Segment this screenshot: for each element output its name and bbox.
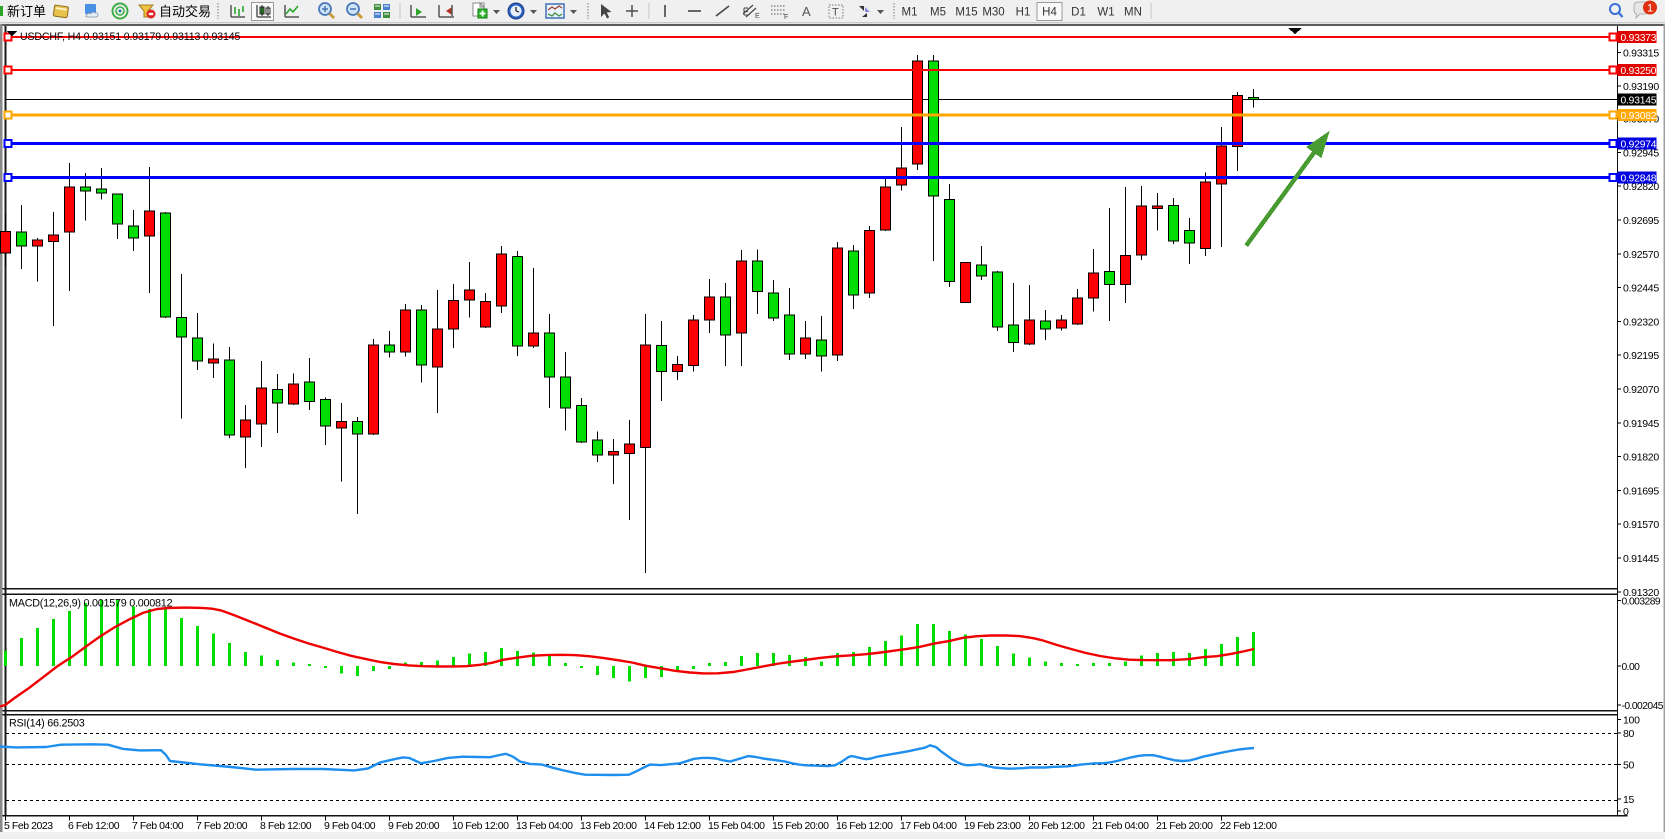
svg-text:80: 80: [1623, 728, 1635, 740]
svg-text:F: F: [784, 14, 788, 21]
svg-text:0.93315: 0.93315: [1623, 47, 1659, 59]
svg-text:0.93373: 0.93373: [1621, 33, 1657, 44]
svg-text:0.92070: 0.92070: [1623, 384, 1659, 396]
svg-text:USDCHF, H4 0.93151 0.93179 0.: USDCHF, H4 0.93151 0.93179 0.93113 0.931…: [20, 31, 241, 43]
svg-text:13 Feb 04:00: 13 Feb 04:00: [516, 820, 573, 832]
svg-text:5 Feb 2023: 5 Feb 2023: [4, 820, 53, 832]
svg-text:M30: M30: [982, 7, 1004, 19]
svg-text:0.92945: 0.92945: [1623, 147, 1659, 159]
svg-text:9 Feb 20:00: 9 Feb 20:00: [388, 820, 440, 832]
svg-text:E: E: [755, 13, 760, 20]
svg-text:0.93145: 0.93145: [1621, 96, 1657, 107]
svg-text:100: 100: [1623, 715, 1640, 727]
svg-text:0.92570: 0.92570: [1623, 249, 1659, 261]
svg-text:0.91820: 0.91820: [1623, 452, 1659, 464]
svg-text:H1: H1: [1016, 7, 1031, 19]
svg-text:20 Feb 12:00: 20 Feb 12:00: [1028, 820, 1085, 832]
svg-text:0.92320: 0.92320: [1623, 316, 1659, 328]
svg-text:13 Feb 20:00: 13 Feb 20:00: [580, 820, 637, 832]
svg-text:T: T: [832, 7, 839, 19]
svg-text:15 Feb 20:00: 15 Feb 20:00: [772, 820, 829, 832]
svg-text:A: A: [802, 4, 811, 19]
svg-text:0.91945: 0.91945: [1623, 418, 1659, 430]
svg-text:0.00: 0.00: [1622, 662, 1641, 673]
svg-text:50: 50: [1623, 760, 1635, 772]
svg-text:MN: MN: [1124, 7, 1142, 19]
svg-text:22 Feb 12:00: 22 Feb 12:00: [1220, 820, 1277, 832]
svg-text:19 Feb 23:00: 19 Feb 23:00: [964, 820, 1021, 832]
svg-text:0.91445: 0.91445: [1623, 553, 1659, 565]
svg-text:M5: M5: [930, 7, 946, 19]
svg-text:0.92695: 0.92695: [1623, 215, 1659, 227]
svg-text:7 Feb 04:00: 7 Feb 04:00: [132, 820, 184, 832]
svg-text:14 Feb 12:00: 14 Feb 12:00: [644, 820, 701, 832]
svg-text:6 Feb 12:00: 6 Feb 12:00: [68, 820, 120, 832]
svg-text:0.92445: 0.92445: [1623, 283, 1659, 295]
svg-text:0.93250: 0.93250: [1621, 66, 1657, 77]
svg-text:0.91320: 0.91320: [1623, 587, 1659, 599]
svg-text:21 Feb 20:00: 21 Feb 20:00: [1156, 820, 1213, 832]
svg-text:21 Feb 04:00: 21 Feb 04:00: [1092, 820, 1149, 832]
svg-text:自动交易: 自动交易: [159, 4, 211, 19]
svg-text:0.92820: 0.92820: [1623, 181, 1659, 193]
svg-text:0.92974: 0.92974: [1621, 140, 1657, 151]
svg-text:0.93190: 0.93190: [1623, 81, 1659, 93]
svg-text:M15: M15: [955, 7, 977, 19]
svg-text:15 Feb 04:00: 15 Feb 04:00: [708, 820, 765, 832]
svg-text:7 Feb 20:00: 7 Feb 20:00: [196, 820, 248, 832]
svg-text:10 Feb 12:00: 10 Feb 12:00: [452, 820, 509, 832]
svg-text:D1: D1: [1071, 7, 1086, 19]
svg-text:新订单: 新订单: [7, 4, 46, 19]
svg-text:RSI(14) 66.2503: RSI(14) 66.2503: [9, 718, 85, 730]
svg-text:0.92195: 0.92195: [1623, 350, 1659, 362]
svg-text:-0.002045: -0.002045: [1622, 701, 1664, 712]
svg-text:1: 1: [1647, 3, 1653, 15]
svg-text:16 Feb 12:00: 16 Feb 12:00: [836, 820, 893, 832]
svg-text:0.92848: 0.92848: [1621, 174, 1657, 185]
svg-text:MACD(12,26,9) 0.001579 0.00081: MACD(12,26,9) 0.001579 0.000812: [9, 598, 173, 610]
svg-text:9 Feb 04:00: 9 Feb 04:00: [324, 820, 376, 832]
svg-text:15: 15: [1623, 794, 1635, 806]
svg-text:0.93082: 0.93082: [1621, 111, 1657, 122]
svg-text:H4: H4: [1042, 7, 1057, 19]
svg-text:0.003289: 0.003289: [1622, 597, 1661, 608]
svg-text:17 Feb 04:00: 17 Feb 04:00: [900, 820, 957, 832]
svg-text:M1: M1: [902, 7, 918, 19]
svg-text:8 Feb 12:00: 8 Feb 12:00: [260, 820, 312, 832]
svg-text:0.91695: 0.91695: [1623, 485, 1659, 497]
svg-text:0.91570: 0.91570: [1623, 519, 1659, 531]
svg-text:0: 0: [1623, 806, 1629, 818]
svg-text:W1: W1: [1097, 7, 1114, 19]
